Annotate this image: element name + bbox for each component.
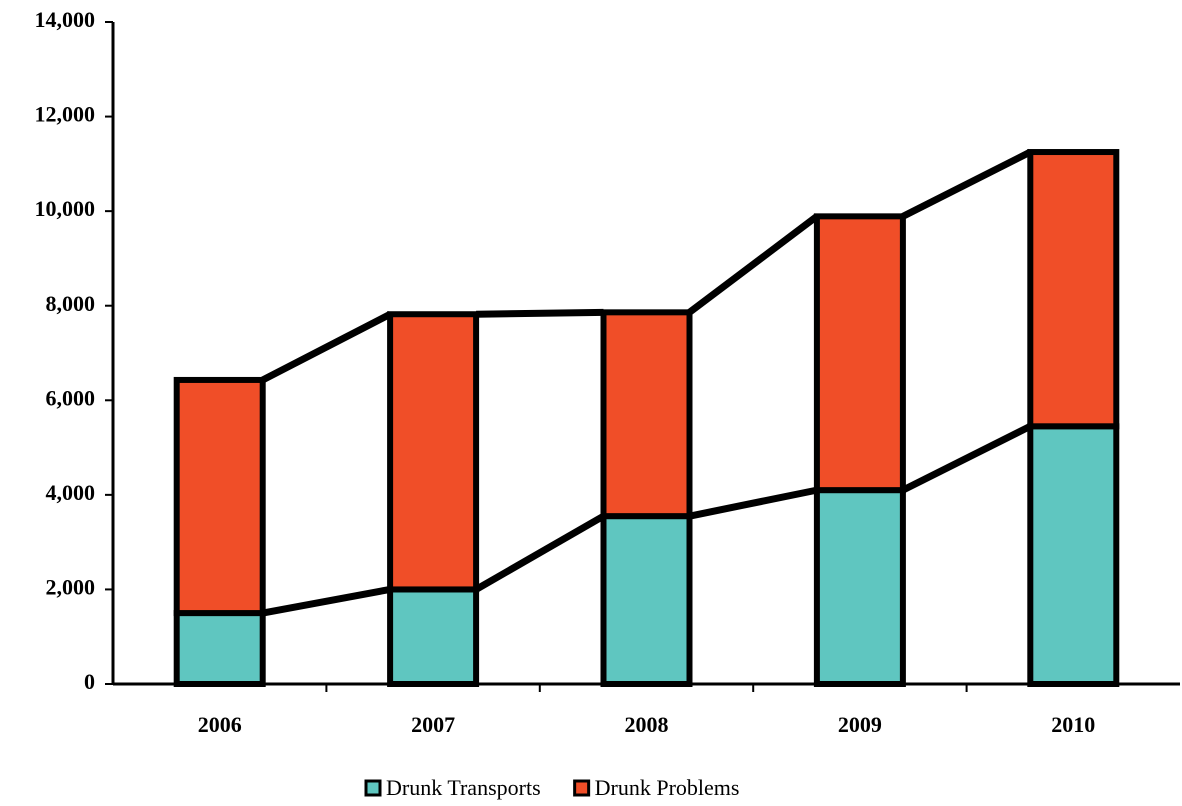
legend-label: Drunk Transports (386, 775, 541, 800)
y-tick-label: 6,000 (46, 385, 96, 410)
series-line (901, 423, 1032, 494)
y-tick-label: 12,000 (35, 102, 96, 127)
y-tick-label: 0 (84, 669, 95, 694)
bar-segment (387, 311, 480, 593)
y-tick-label: 10,000 (35, 196, 96, 221)
bar-segment (813, 487, 906, 687)
legend-swatch (364, 779, 382, 797)
series-line (688, 486, 818, 520)
y-tick-label: 2,000 (46, 574, 96, 599)
y-tick-label: 14,000 (35, 7, 96, 32)
bar-segment (600, 309, 693, 520)
series-line (901, 148, 1032, 220)
legend-swatch (573, 779, 591, 797)
bar-segment (173, 610, 266, 687)
x-tick-label: 2008 (625, 712, 669, 737)
x-tick-label: 2006 (198, 712, 242, 737)
x-tick-label: 2009 (838, 712, 882, 737)
x-tick-label: 2010 (1051, 712, 1095, 737)
series-line (262, 585, 391, 617)
y-tick-label: 4,000 (46, 480, 96, 505)
bar-segment (600, 513, 693, 688)
bar-segment (813, 213, 906, 494)
bar-segment (387, 586, 480, 688)
series-line (261, 311, 392, 384)
series-line (687, 213, 820, 316)
bar-segment (1027, 423, 1120, 687)
legend-label: Drunk Problems (595, 775, 740, 800)
bar-segment (1027, 149, 1120, 430)
y-tick-label: 8,000 (46, 291, 96, 316)
series-line (474, 513, 606, 593)
bar-segment (173, 376, 266, 617)
series-line (476, 308, 604, 318)
x-tick-label: 2007 (411, 712, 455, 737)
